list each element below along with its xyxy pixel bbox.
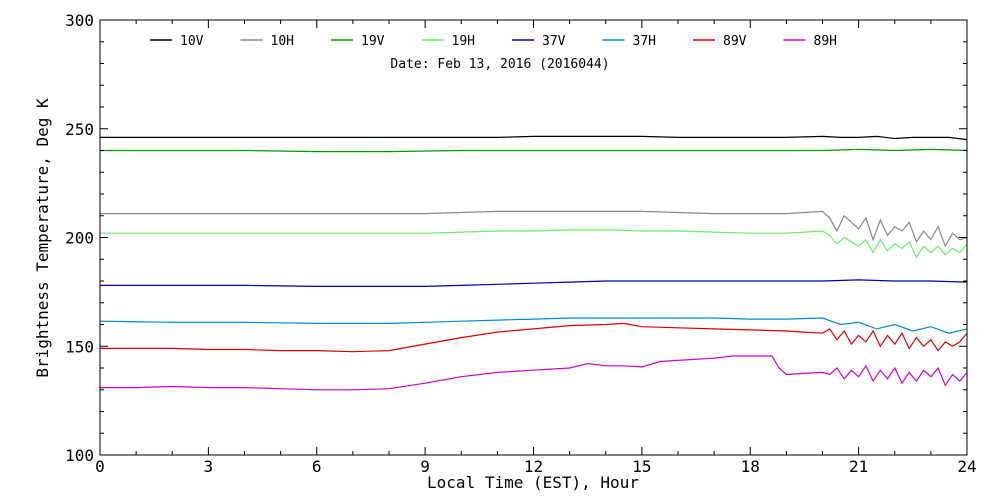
legend-label-10v: 10V bbox=[180, 34, 204, 49]
y-tick-label: 250 bbox=[65, 120, 94, 139]
series-line-10v bbox=[100, 135, 968, 141]
x-axis-title: Local Time (EST), Hour bbox=[427, 473, 639, 492]
x-tick-label: 3 bbox=[204, 457, 214, 476]
x-axis: 0 3 6 9 12 15 18 21 24 bbox=[95, 20, 977, 476]
series-line-37v bbox=[100, 279, 968, 287]
series-line-19v bbox=[100, 148, 968, 153]
x-tick-label: 0 bbox=[95, 457, 105, 476]
y-axis: 100 150 200 250 300 bbox=[65, 11, 967, 465]
y-axis-title: Brightness Temperature, Deg K bbox=[33, 98, 52, 378]
legend-label-19h: 19H bbox=[452, 34, 475, 49]
series-line-89h bbox=[100, 355, 968, 391]
legend-label-10h: 10H bbox=[271, 34, 294, 49]
legend-label-89h: 89H bbox=[814, 34, 837, 49]
series-line-10h bbox=[100, 210, 968, 248]
series-line-37h bbox=[99, 317, 968, 334]
plot-frame bbox=[99, 19, 968, 456]
x-tick-label: 15 bbox=[632, 457, 651, 476]
y-tick-label: 200 bbox=[65, 229, 94, 248]
x-tick-label: 21 bbox=[849, 457, 868, 476]
y-tick-label: 150 bbox=[65, 337, 94, 356]
y-tick-label: 300 bbox=[65, 11, 94, 30]
series-line-19h bbox=[100, 229, 968, 259]
legend-label-89v: 89V bbox=[723, 34, 747, 49]
legend-label-37v: 37V bbox=[542, 34, 566, 49]
x-tick-label: 12 bbox=[524, 457, 543, 476]
plot-lines bbox=[99, 135, 968, 391]
x-tick-label: 24 bbox=[957, 457, 976, 476]
x-tick-label: 18 bbox=[741, 457, 760, 476]
date-label: Date: Feb 13, 2016 (2016044) bbox=[390, 57, 609, 72]
series-line-89v bbox=[100, 322, 968, 353]
x-tick-label: 6 bbox=[312, 457, 322, 476]
legend-label-37h: 37H bbox=[633, 34, 656, 49]
legend: 10V 10H 19V 19H 37V 37H 89V 89H bbox=[150, 34, 837, 49]
y-tick-label: 100 bbox=[65, 446, 94, 465]
legend-label-19v: 19V bbox=[361, 34, 385, 49]
x-tick-label: 9 bbox=[420, 457, 430, 476]
